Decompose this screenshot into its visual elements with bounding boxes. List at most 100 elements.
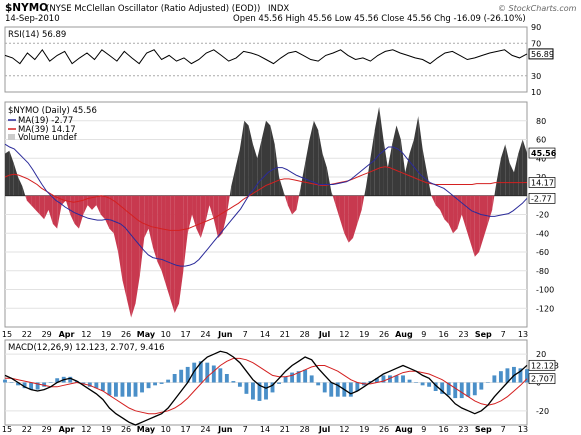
exchange-label: INDX xyxy=(268,4,289,14)
price-label: -2.77 xyxy=(531,194,552,203)
oscillator-segment xyxy=(113,195,119,252)
macd-hist-bar xyxy=(237,382,242,387)
x-tick-label-bottom: 28 xyxy=(300,425,310,434)
oscillator-segment xyxy=(226,195,230,215)
x-tick-label-bottom: 16 xyxy=(439,425,449,434)
oscillator-segment xyxy=(239,120,245,196)
x-tick-label-bottom: Jul xyxy=(318,425,331,434)
x-tick-label: 24 xyxy=(200,330,210,339)
oscillator-segment xyxy=(279,177,284,196)
x-tick-label: May xyxy=(137,330,156,339)
x-tick-label: 16 xyxy=(439,330,449,339)
oscillator-segment xyxy=(148,195,153,248)
macd-hist-bar xyxy=(479,382,484,390)
price-label: 45.56 xyxy=(531,149,557,158)
oscillator-segment xyxy=(522,139,527,196)
oscillator-segment xyxy=(83,195,88,215)
x-tick-label: 10 xyxy=(161,330,171,339)
oscillator-segment xyxy=(440,195,445,220)
macd-hist-bar xyxy=(9,382,14,383)
macd-hist-bar xyxy=(518,368,523,383)
oscillator-segment xyxy=(92,195,97,210)
macd-hist-bar xyxy=(87,382,92,387)
oscillator-segment xyxy=(13,162,19,196)
x-tick-label: Aug xyxy=(395,330,413,339)
macd-tick-label: -20 xyxy=(536,407,549,416)
oscillator-segment xyxy=(483,195,488,238)
oscillator-segment xyxy=(487,195,493,224)
x-tick-label-bottom: 23 xyxy=(458,425,468,434)
x-tick-label: 22 xyxy=(22,330,32,339)
macd-line xyxy=(4,350,528,426)
x-tick-label-bottom: Sep xyxy=(475,425,492,434)
macd-hist-bar xyxy=(290,372,295,383)
macd-hist-bar xyxy=(270,382,275,393)
oscillator-segment xyxy=(78,195,84,229)
oscillator-segment xyxy=(344,195,349,243)
x-tick-label: 12 xyxy=(81,330,91,339)
x-tick-label-bottom: 19 xyxy=(359,425,369,434)
macd-hist-bar xyxy=(505,368,510,383)
macd-hist-bar xyxy=(355,382,360,391)
oscillator-segment xyxy=(326,167,332,196)
oscillator-segment xyxy=(218,195,223,238)
x-tick-label: 26 xyxy=(121,330,131,339)
macd-hist-bar xyxy=(322,382,327,393)
main-tick-label: 80 xyxy=(536,117,546,126)
oscillator-segment xyxy=(161,195,166,285)
oscillator-segment xyxy=(22,186,26,196)
oscillator-segment xyxy=(39,195,45,220)
rsi-axis: 90 70 30 10 56.89 xyxy=(528,23,554,97)
macd-hist-bar xyxy=(498,371,503,383)
main-tick-label: -20 xyxy=(536,211,549,220)
oscillator-segment xyxy=(70,195,75,224)
x-axis-labels: 15 22 29 Apr 12 19 26 May 10 17 24 Jun 7 14 21 28 Jul 12 1… xyxy=(2,330,528,339)
macd-hist-bar xyxy=(401,375,405,383)
main-tick-label: 60 xyxy=(536,136,546,145)
main-label: $NYMO (Daily) 45.56 xyxy=(8,106,97,116)
macd-hist-bar xyxy=(140,382,144,393)
oscillator-segment xyxy=(374,106,380,196)
oscillator-segment xyxy=(252,144,258,196)
macd-hist-bar xyxy=(407,379,412,383)
macd-hist-bar xyxy=(251,382,255,400)
macd-hist-bar xyxy=(459,382,464,399)
x-tick-label-bottom: 26 xyxy=(379,425,389,434)
x-tick-label: 7 xyxy=(501,330,506,339)
oscillator-segment xyxy=(165,195,171,299)
oscillator-segment xyxy=(235,148,240,196)
x-tick-label-bottom: Jun xyxy=(217,425,233,434)
macd-hist-bar xyxy=(133,382,138,397)
macd-hist-bar xyxy=(185,366,190,383)
macd-hist-bar xyxy=(29,382,34,390)
oscillator-segment xyxy=(453,195,458,234)
oscillator-segment xyxy=(122,195,127,299)
macd-hist-bar xyxy=(303,369,308,383)
x-tick-label: 13 xyxy=(518,330,528,339)
oscillator-segment xyxy=(18,177,23,196)
oscillator-segment xyxy=(139,195,145,276)
x-tick-label: Jul xyxy=(318,330,331,339)
oscillator-segment xyxy=(205,195,210,224)
x-tick-label-bottom: 21 xyxy=(280,425,290,434)
x-tick-label: 23 xyxy=(458,330,468,339)
macd-hist-bar xyxy=(466,382,471,397)
macd-hist-bar xyxy=(433,382,438,391)
macd-hist-bar xyxy=(224,374,229,383)
macd-hist-bar xyxy=(427,382,432,387)
x-tick-label: 12 xyxy=(339,330,349,339)
x-tick-label-bottom: 7 xyxy=(501,425,506,434)
macd-lines xyxy=(4,350,528,426)
macd-hist-bar xyxy=(35,382,40,390)
macd-hist-bar xyxy=(525,369,529,383)
watermark: © StockCharts.com xyxy=(498,4,577,13)
x-tick-label: 17 xyxy=(181,330,191,339)
oscillator-segment xyxy=(244,120,249,196)
symbol-name: (NYSE McClellan Oscillator (Ratio Adjust… xyxy=(46,4,260,14)
oscillator-segment xyxy=(266,120,271,196)
oscillator-segment xyxy=(292,195,297,215)
oscillator-segment xyxy=(300,162,306,196)
oscillator-segment xyxy=(313,120,319,196)
oscillator-segment xyxy=(431,195,436,206)
oscillator-segment xyxy=(435,195,440,210)
